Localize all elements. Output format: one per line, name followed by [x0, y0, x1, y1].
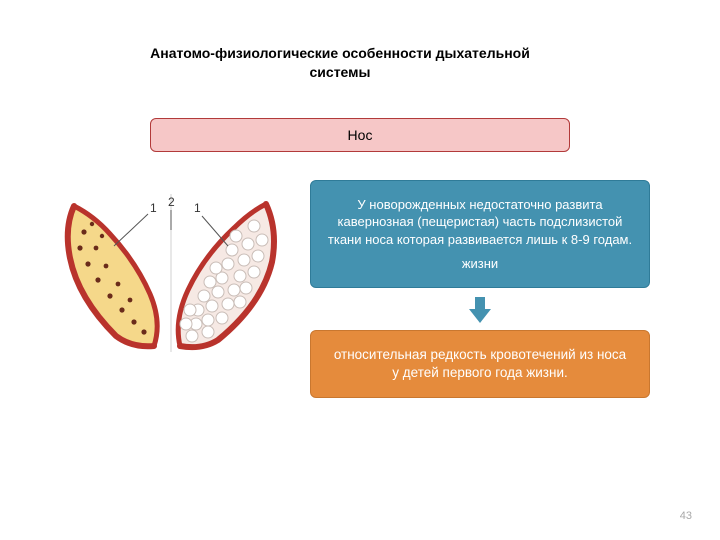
- nose-label-box: Нос: [150, 118, 570, 152]
- info-box-primary-text-2: жизни: [462, 255, 498, 273]
- info-box-primary-text: У новорожденных недостаточно развита кав…: [327, 196, 633, 249]
- arrow-down-icon: [466, 296, 494, 324]
- info-box-secondary-text: относительная редкость кровотечений из н…: [329, 346, 631, 382]
- illustration-label-2: 2: [168, 195, 175, 209]
- info-box-primary: У новорожденных недостаточно развита кав…: [310, 180, 650, 288]
- slide-title: Анатомо-физиологические особенности дыха…: [120, 44, 560, 82]
- illustration-label-1-left: 1: [150, 201, 157, 215]
- illustration-label-1-right: 1: [194, 201, 201, 215]
- nose-label-text: Нос: [348, 127, 373, 143]
- page-number: 43: [680, 510, 692, 522]
- nasal-tissue-illustration: 1: [58, 188, 284, 358]
- info-box-secondary: относительная редкость кровотечений из н…: [310, 330, 650, 398]
